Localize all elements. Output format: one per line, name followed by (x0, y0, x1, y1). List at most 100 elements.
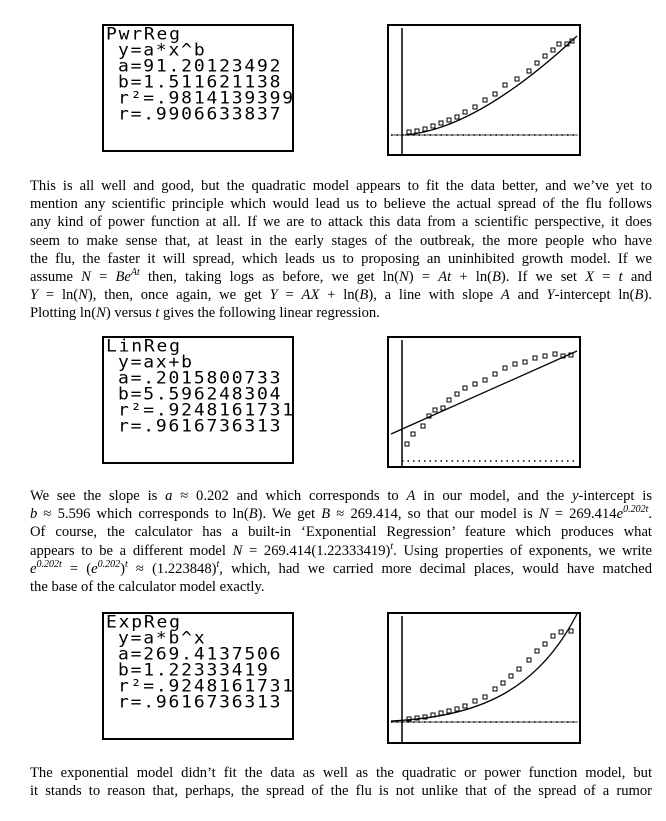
math: A (500, 287, 510, 304)
graph-screen (387, 24, 581, 156)
text: ) (120, 560, 125, 577)
text-line: This is all well and good, but the quadr… (30, 177, 652, 195)
plot-point (492, 371, 498, 377)
text: ≈ 0.202 and which corresponds to (172, 488, 407, 504)
plot-point (502, 365, 508, 371)
math: N (232, 542, 243, 559)
screen-line: y=a*x^b (118, 40, 207, 61)
text-line: b ≈ 5.596 which corresponds to ln(B). We… (30, 505, 652, 523)
text: ≈ 269.414, so that our model is (330, 506, 539, 523)
text: ), then, once again, we get (87, 287, 270, 304)
math: B (321, 506, 331, 523)
plot-point (430, 123, 436, 129)
text: . Using properties of exponents, we writ… (393, 542, 652, 559)
text-line: Y = ln(N), then, once again, we get Y = … (30, 286, 652, 304)
text: Plotting ln( (30, 305, 97, 322)
text-line: Plotting ln(N) versus t gives the follow… (30, 304, 652, 322)
text: ) = (408, 268, 439, 285)
plot-point (550, 47, 556, 53)
text: Of course, the calculator has a built-in… (30, 524, 652, 541)
plot-point (534, 648, 540, 654)
math: Y (546, 287, 555, 304)
plot-point (514, 76, 520, 82)
calculator-screen: ExpReg y=a*b^x a=269.4137506 b=1.22333419 r²… (102, 612, 294, 740)
text: assume (30, 268, 82, 285)
plot-point (404, 441, 410, 447)
text: -intercept is (578, 488, 652, 504)
math: N (78, 287, 88, 304)
text-line: The exponential model didn’t fit the dat… (30, 764, 652, 782)
plot-point (500, 680, 506, 686)
calculator-screen: LinReg y=ax+b a=.2015800733 b=5.596248304 r²… (102, 336, 294, 464)
screen-line: LinReg (106, 336, 182, 357)
text: ≈ (1.223848) (127, 560, 217, 577)
math: t (618, 268, 623, 285)
plot-point (430, 712, 436, 718)
text: then, taking logs as before, we get ln( (139, 268, 399, 285)
paragraph: We see the slope is a ≈ 0.202 and which … (30, 487, 652, 596)
plot-point (502, 82, 508, 88)
plot-point (550, 633, 556, 639)
text: = ( (61, 560, 92, 577)
plot-point (542, 53, 548, 59)
plot-point (426, 413, 432, 419)
plot-point (422, 126, 428, 132)
text: and (622, 268, 652, 285)
text: = (277, 287, 302, 304)
math: N (81, 268, 91, 285)
plot-point (560, 353, 566, 359)
math: Y (269, 287, 278, 304)
math: t (155, 305, 160, 322)
plot-point (422, 714, 428, 720)
plot-point (569, 38, 575, 44)
exponent: t (390, 540, 394, 552)
plot-point (568, 628, 574, 634)
plot-point (516, 666, 522, 672)
text: ) versus (105, 305, 156, 322)
exponent: 0.202t (36, 558, 62, 570)
exponent: t (216, 558, 220, 570)
plot-point (438, 120, 444, 126)
screen-line: r=.9906633837 (118, 104, 283, 125)
math: e (616, 506, 624, 523)
text: ). If we set (500, 268, 586, 285)
text-line: any kind of power function at all. If we… (30, 213, 652, 231)
exponent: At (130, 266, 140, 278)
plot-point (568, 352, 574, 358)
plot-point (438, 710, 444, 716)
math: B (492, 268, 501, 285)
plot-point (462, 703, 468, 709)
plot-point (492, 91, 498, 97)
text: ). We get (257, 506, 322, 523)
text-line: the flu, the faster it will spread, whic… (30, 250, 652, 268)
plot-point (542, 353, 548, 359)
plot-point (454, 114, 460, 120)
graph-screen (387, 336, 581, 468)
plot-point (526, 657, 532, 663)
text: + ln( (451, 268, 492, 285)
plot-point (406, 129, 412, 135)
text: any kind of power function at all. If we… (30, 214, 652, 231)
text: it stands to reason that, perhaps, the s… (30, 783, 652, 800)
plot-point (532, 355, 538, 361)
math: B (359, 287, 369, 304)
text: mention any scientific principle which w… (30, 196, 652, 213)
plot-point (446, 708, 452, 714)
text-line: it stands to reason that, perhaps, the s… (30, 782, 652, 800)
math: B (634, 287, 644, 304)
text: The exponential model didn’t fit the dat… (30, 765, 652, 781)
calculator-screen: PwrReg y=a*x^b a=91.20123492 b=1.511621138 r… (102, 24, 294, 152)
paragraph: This is all well and good, but the quadr… (30, 177, 652, 323)
text: = (90, 268, 116, 285)
math: N (538, 506, 549, 523)
screen-line: r=.9616736313 (118, 416, 283, 437)
math: e (91, 560, 98, 577)
text-line: e0.202t = (e0.202)t ≈ (1.223848)t, which… (30, 558, 652, 578)
text: seem to make sense that, at least in the… (30, 232, 652, 249)
math: Be (115, 268, 131, 285)
plot-point (446, 397, 452, 403)
plot-point (526, 68, 532, 74)
text-line: mention any scientific principle which w… (30, 195, 652, 213)
text: appears to be a different model (30, 542, 233, 559)
text: = (594, 268, 619, 285)
